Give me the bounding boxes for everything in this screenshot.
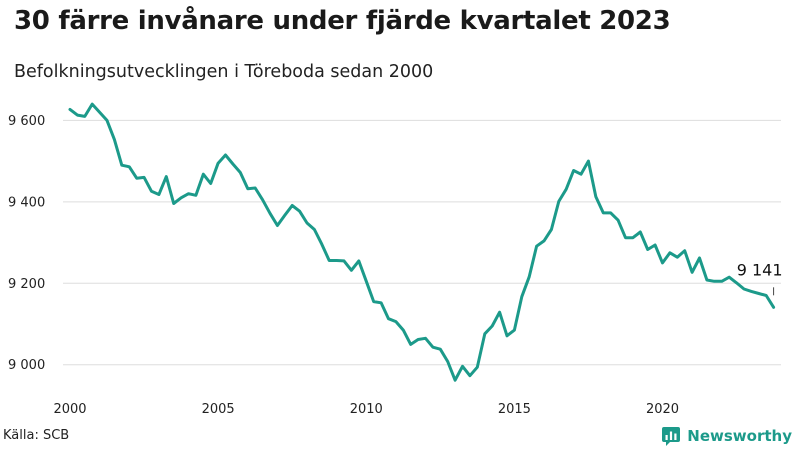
chart-title: 30 färre invånare under fjärde kvartalet… xyxy=(14,6,671,36)
brand-logo[interactable]: Newsworthy xyxy=(661,426,792,446)
y-tick-label: 9 000 xyxy=(8,358,45,373)
brand-name: Newsworthy xyxy=(687,427,792,445)
last-value-label: 9 141 xyxy=(737,260,783,279)
x-tick-label: 2005 xyxy=(202,402,235,417)
x-tick-label: 2010 xyxy=(350,402,383,417)
x-tick-label: 2015 xyxy=(498,402,531,417)
x-tick-label: 2020 xyxy=(646,402,679,417)
chart-subtitle: Befolkningsutvecklingen i Töreboda sedan… xyxy=(14,62,434,82)
y-tick-label: 9 400 xyxy=(8,195,45,210)
x-tick-label: 2000 xyxy=(53,402,86,417)
source-credit: Källa: SCB xyxy=(3,428,70,443)
y-tick-label: 9 600 xyxy=(8,114,45,129)
y-tick-label: 9 200 xyxy=(8,277,45,292)
newsworthy-logo-icon xyxy=(662,427,681,446)
series-line xyxy=(68,102,776,382)
